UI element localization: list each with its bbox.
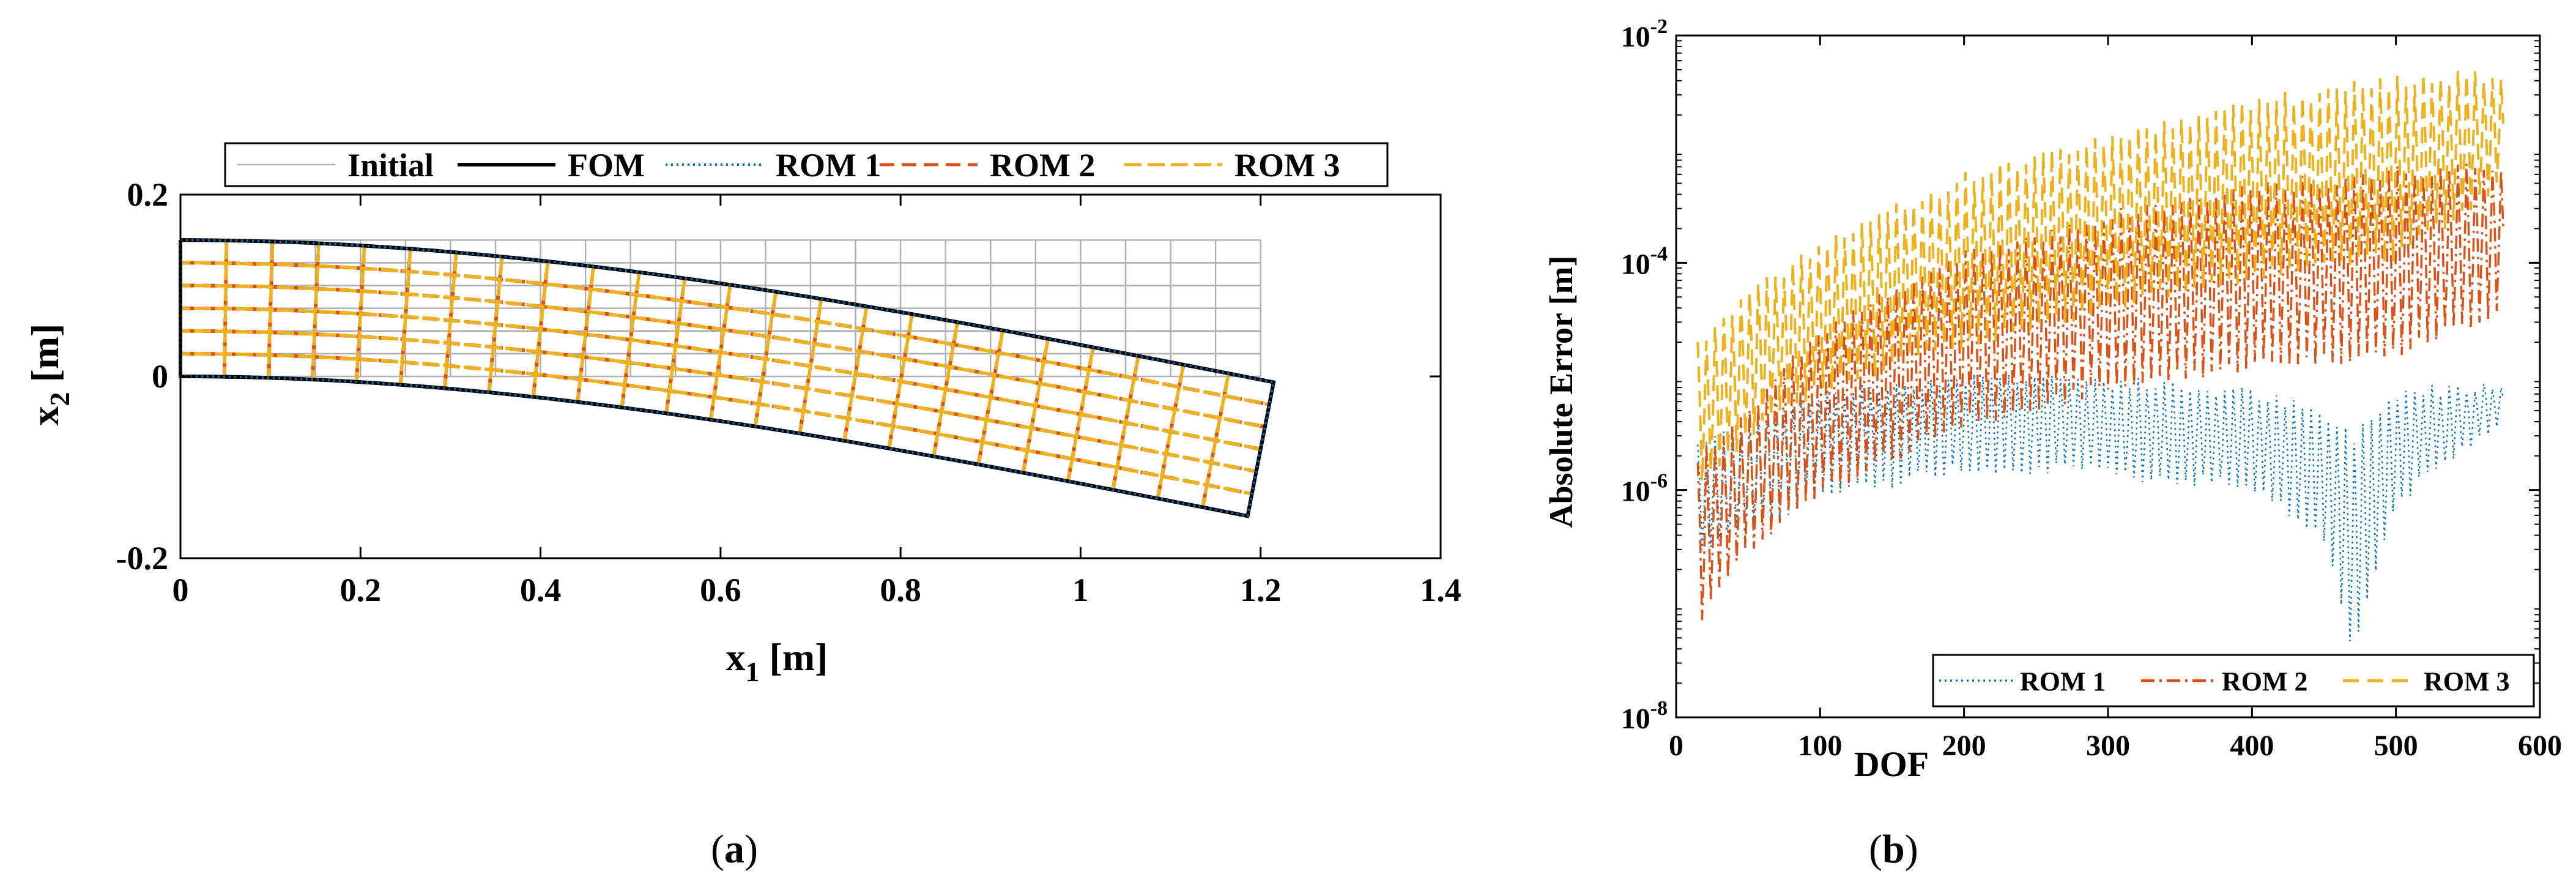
legend-box — [224, 142, 1389, 187]
rom3-mesh-line — [180, 352, 1253, 496]
panel-b: 0 100 200 300 400 500 600 10-8 10-6 10-4 10-2 ROM … — [1493, 0, 2576, 893]
rom3-mesh-line — [180, 283, 1266, 429]
series-rom2 — [179, 238, 1275, 518]
x-tick-label: 0 — [1669, 730, 1683, 762]
x-tick-label: 200 — [1942, 730, 1986, 762]
legend-label: ROM 2 — [990, 147, 1095, 184]
caption-b: (b) — [1869, 827, 1918, 872]
x-tick-label: 0.6 — [700, 572, 741, 608]
legend-label: Initial — [347, 147, 434, 184]
plot-area — [1696, 71, 2504, 641]
x-tick-label: 300 — [2086, 730, 2130, 762]
x-tick-label: 600 — [2518, 730, 2562, 762]
series-rom3 — [179, 238, 1275, 518]
legend-label: ROM 3 — [2424, 667, 2510, 697]
y-tick-label: 10-6 — [1621, 470, 1668, 508]
legend-label: FOM — [568, 147, 645, 184]
absolute-error-chart: 0 100 200 300 400 500 600 10-8 10-6 10-4 10-2 ROM … — [1543, 15, 2562, 784]
y-axis-label: x2 [m] — [23, 324, 75, 426]
series-rom2 — [1696, 163, 2504, 621]
axes: 0 100 200 300 400 500 600 10-8 10-6 10-4 10-2 — [1621, 15, 2562, 762]
y-tick-label: 0.2 — [127, 176, 169, 213]
x-tick-label: 0.2 — [340, 572, 382, 608]
axes: 0 0.2 0.4 0.6 0.8 1 1.2 1.4-0.200.2 — [116, 176, 1461, 608]
x-tick-label: 400 — [2230, 730, 2274, 762]
y-tick-label: -0.2 — [116, 540, 168, 577]
series-rom3 — [1696, 71, 2504, 482]
y-tick-label: 0 — [152, 358, 168, 395]
series-rom1 — [1697, 374, 2504, 641]
rom3-mesh-line — [180, 261, 1270, 406]
x-tick-label: 0.8 — [880, 572, 921, 608]
caption-a: (a) — [711, 827, 758, 872]
plot-area — [179, 238, 1276, 518]
x-tick-label: 0.4 — [520, 572, 562, 608]
legend: Initial FOM ROM 1 ROM 2 ROM 3 — [224, 142, 1389, 187]
legend-box — [1932, 654, 2535, 708]
legend: ROM 1 ROM 2 ROM 3 — [1932, 654, 2535, 708]
x-tick-label: 500 — [2374, 730, 2418, 762]
x-tick-label: 1.4 — [1420, 572, 1461, 608]
legend-label: ROM 2 — [2222, 667, 2308, 697]
y-tick-label: 10-2 — [1621, 15, 1668, 53]
x-axis-label: DOF — [1854, 744, 1929, 784]
y-tick-label: 10-4 — [1621, 242, 1668, 280]
rom3-mesh-line — [180, 329, 1257, 473]
x-tick-label: 1 — [1072, 572, 1089, 608]
legend-label: ROM 1 — [2020, 667, 2106, 697]
y-tick-label: 10-8 — [1621, 697, 1668, 735]
x-tick-label: 100 — [1798, 730, 1842, 762]
beam-deformation-chart: 0 0.2 0.4 0.6 0.8 1 1.2 1.4-0.200.2 Initial FOM R… — [23, 142, 1461, 687]
y-axis-label: Absolute Error [m] — [1543, 256, 1579, 528]
rom3-mesh-line — [180, 306, 1261, 451]
x-tick-label: 0 — [173, 572, 189, 608]
series-fom — [179, 238, 1276, 518]
x-axis-label: x1 [m] — [726, 635, 828, 687]
series-rom1 — [179, 239, 1275, 518]
panel-a: 0 0.2 0.4 0.6 0.8 1 1.2 1.4 -0.2 0 0.2 Initial FOM R… — [23, 142, 1461, 872]
x-tick-label: 1.2 — [1240, 572, 1282, 608]
legend-label: ROM 1 — [776, 147, 881, 184]
legend-label: ROM 3 — [1234, 147, 1340, 184]
